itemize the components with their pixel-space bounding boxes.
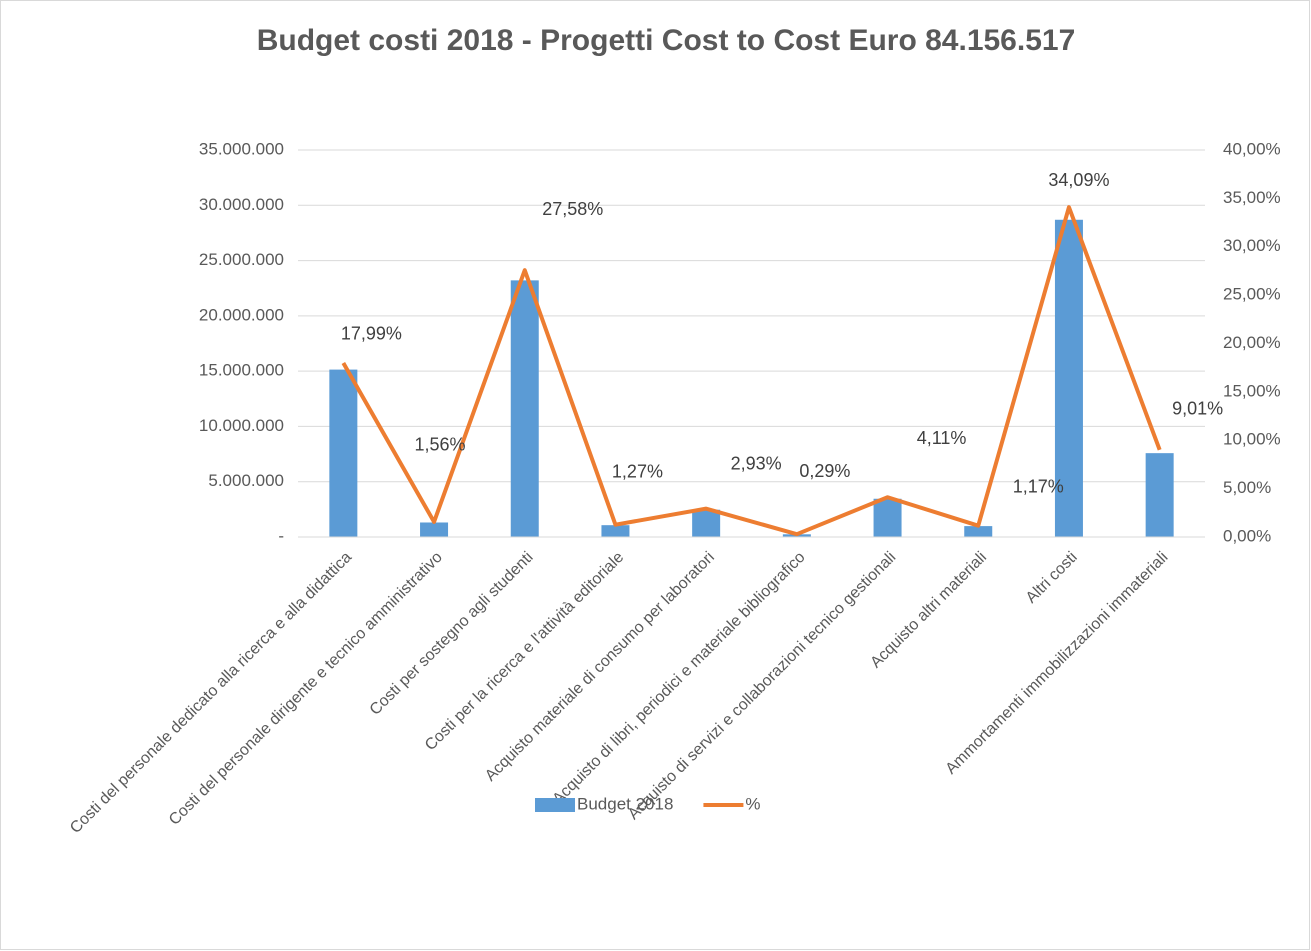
y-tick-label: 20.000.000 — [199, 305, 284, 324]
bar — [964, 526, 993, 537]
y2-tick-label: 5,00% — [1223, 478, 1271, 497]
y2-tick-label: 0,00% — [1223, 526, 1271, 545]
y-tick-label: 30.000.000 — [199, 195, 284, 214]
legend-label: Budget 2018 — [577, 794, 673, 813]
bar — [692, 509, 721, 537]
data-label: 34,09% — [1048, 170, 1109, 190]
bar — [873, 498, 902, 537]
bar — [601, 525, 630, 537]
data-label: 27,58% — [542, 199, 603, 219]
bar — [420, 522, 449, 537]
chart-title: Budget costi 2018 - Progetti Cost to Cos… — [257, 24, 1076, 57]
y2-tick-label: 40,00% — [1223, 139, 1281, 158]
y2-tick-label: 10,00% — [1223, 430, 1281, 449]
data-label: 1,17% — [1013, 476, 1064, 496]
y-tick-label: 35.000.000 — [199, 139, 284, 158]
y2-tick-label: 20,00% — [1223, 333, 1281, 352]
legend-label: % — [745, 794, 760, 813]
y-tick-label: 5.000.000 — [208, 471, 284, 490]
y2-tick-label: 15,00% — [1223, 381, 1281, 400]
bar — [510, 280, 539, 537]
y-tick-label: - — [278, 526, 284, 545]
y2-tick-label: 35,00% — [1223, 188, 1281, 207]
bar — [1145, 453, 1174, 537]
data-label: 9,01% — [1172, 399, 1223, 419]
data-label: 1,27% — [612, 461, 663, 481]
legend-swatch — [535, 798, 575, 812]
y-tick-label: 25.000.000 — [199, 250, 284, 269]
data-label: 4,11% — [917, 428, 967, 448]
y-tick-label: 15.000.000 — [199, 361, 284, 380]
y2-tick-label: 30,00% — [1223, 236, 1281, 255]
line — [341, 205, 1162, 537]
bar — [329, 369, 358, 537]
data-label: 0,29% — [799, 461, 850, 481]
data-label: 17,99% — [341, 324, 402, 344]
y2-tick-label: 25,00% — [1223, 285, 1281, 304]
data-label: 2,93% — [731, 453, 782, 473]
data-label: 1,56% — [415, 435, 466, 455]
y-tick-label: 10.000.000 — [199, 416, 284, 435]
bar — [1054, 219, 1083, 537]
